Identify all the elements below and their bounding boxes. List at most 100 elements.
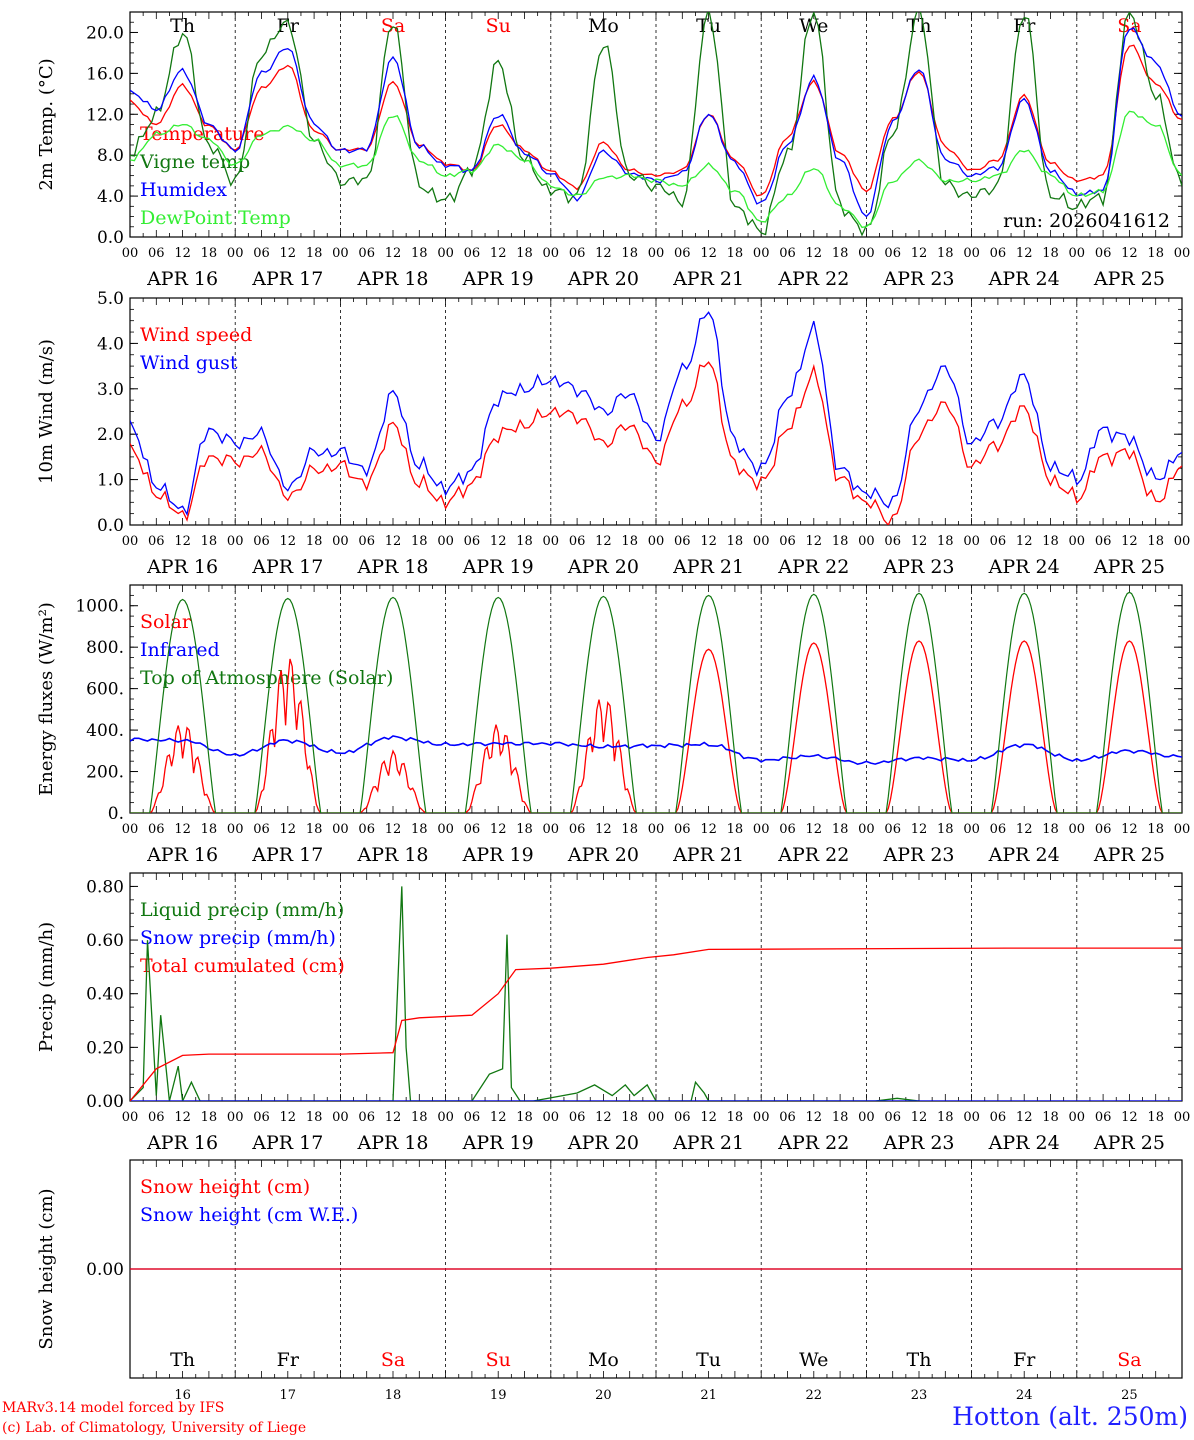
legend-entry: Snow height (cm W.E.) [140, 1204, 358, 1226]
y-tick-label: 200. [86, 763, 124, 783]
x-tick-label: 00 [437, 1110, 454, 1125]
weekday-label: Th [907, 1349, 932, 1371]
series-line-infrared [130, 735, 1182, 766]
date-label: APR 17 [251, 1132, 323, 1154]
x-tick-label: 12 [1121, 1110, 1138, 1125]
panel-3: 00 06 12 18 APR 16 00 06 12 18 APR 17 00 06 12 18 APR … [36, 584, 1191, 866]
date-label: APR 21 [672, 844, 744, 866]
x-tick-label: 12 [700, 822, 717, 837]
x-tick-label: 00 [1069, 822, 1086, 837]
x-tick-label: 00 [122, 1110, 139, 1125]
date-label: APR 20 [567, 1132, 639, 1154]
y-tick-label: 0.0 [97, 516, 124, 536]
x-tick-label: 06 [1095, 246, 1112, 261]
x-tick-label: 12 [595, 1110, 612, 1125]
weekday-label: Sa [381, 1349, 405, 1371]
weekday-label: Th [170, 15, 195, 37]
date-label: APR 18 [356, 268, 428, 290]
y-tick-label: 12.0 [86, 105, 124, 125]
x-tick-label: 18 [201, 822, 218, 837]
x-tick-label: 12 [385, 822, 402, 837]
x-tick-label: 00 [1174, 822, 1191, 837]
date-label: APR 25 [1093, 844, 1165, 866]
date-label: APR 16 [146, 1132, 218, 1154]
run-label: run: 2026041612 [1003, 210, 1170, 232]
x-tick-label: 12 [174, 534, 191, 549]
x-tick-label: 06 [148, 1110, 165, 1125]
x-tick-label: 12 [1016, 1110, 1033, 1125]
site-title: Hotton (alt. 250m) [952, 1402, 1188, 1431]
x-tick-label: 00 [437, 246, 454, 261]
x-tick-label: 18 [621, 1110, 638, 1125]
x-tick-label: 18 [411, 822, 428, 837]
x-tick-label: 18 [201, 246, 218, 261]
weekday-label: Sa [1117, 15, 1141, 37]
legend-entry: Wind gust [140, 352, 238, 374]
x-tick-label: 18 [621, 534, 638, 549]
legend-entry: Snow height (cm) [140, 1176, 310, 1198]
x-tick-label: 06 [464, 1110, 481, 1125]
date-label: APR 17 [251, 844, 323, 866]
x-tick-label: 18 [1042, 534, 1059, 549]
x-tick-label: 00 [858, 246, 875, 261]
x-tick-label: 06 [674, 534, 691, 549]
date-label: APR 25 [1093, 268, 1165, 290]
legend-entry: Top of Atmosphere (Solar) [140, 667, 393, 689]
x-tick-label: 00 [437, 534, 454, 549]
x-tick-label: 18 [727, 534, 744, 549]
x-tick-label: 18 [832, 1110, 849, 1125]
legend-entry: Humidex [140, 179, 227, 201]
x-tick-label: 12 [806, 246, 823, 261]
legend-entry: Solar [140, 611, 192, 633]
y-tick-label: 20.0 [86, 23, 124, 43]
x-tick-label: 12 [911, 534, 928, 549]
series-line-wind-gust [130, 311, 1182, 517]
weekday-label: Tu [696, 1349, 721, 1371]
x-tick-label: 18 [727, 1110, 744, 1125]
x-tick-label: 18 [516, 1110, 533, 1125]
x-tick-label: 12 [700, 1110, 717, 1125]
date-label: APR 19 [462, 268, 534, 290]
x-tick-label: 18 [621, 246, 638, 261]
x-tick-label: 18 [832, 534, 849, 549]
x-tick-label: 12 [806, 822, 823, 837]
x-tick-label: 18 [306, 1110, 323, 1125]
x-tick-label: 00 [122, 822, 139, 837]
y-tick-label: 800. [86, 638, 124, 658]
y-tick-label: 0.80 [86, 877, 124, 897]
date-label: APR 24 [988, 844, 1060, 866]
x-tick-label: 06 [569, 534, 586, 549]
x-tick-label: 06 [569, 1110, 586, 1125]
date-label: APR 23 [882, 268, 954, 290]
x-tick-label: 18 [621, 822, 638, 837]
date-label: APR 17 [251, 268, 323, 290]
x-tick-label: 06 [779, 1110, 796, 1125]
date-label: APR 16 [146, 268, 218, 290]
x-tick-label: 06 [884, 822, 901, 837]
legend-entry: Total cumulated (cm) [140, 955, 345, 977]
x-tick-label: 00 [1069, 246, 1086, 261]
legend-entry: Wind speed [140, 324, 252, 346]
x-tick-label: 00 [332, 822, 349, 837]
legend-entry: Snow precip (mm/h) [140, 927, 336, 949]
x-tick-label: 12 [1016, 822, 1033, 837]
x-tick-label: 00 [543, 1110, 560, 1125]
date-label: APR 22 [777, 844, 849, 866]
x-tick-label: 18 [937, 822, 954, 837]
x-tick-label: 12 [385, 246, 402, 261]
series-line-solar [130, 640, 1182, 813]
x-tick-label: 18 [727, 246, 744, 261]
x-tick-label: 18 [1147, 1110, 1164, 1125]
x-tick-label: 00 [543, 534, 560, 549]
x-tick-label: 06 [358, 822, 375, 837]
x-tick-label: 06 [464, 822, 481, 837]
x-tick-label: 06 [1095, 1110, 1112, 1125]
x-tick-label: 06 [569, 246, 586, 261]
x-tick-label: 00 [1174, 534, 1191, 549]
day-number-label: 25 [1121, 1388, 1138, 1400]
weekday-label: Mo [588, 15, 619, 37]
x-tick-label: 00 [753, 534, 770, 549]
x-tick-label: 12 [385, 534, 402, 549]
weekday-label: Su [486, 1349, 511, 1371]
x-tick-label: 18 [516, 534, 533, 549]
